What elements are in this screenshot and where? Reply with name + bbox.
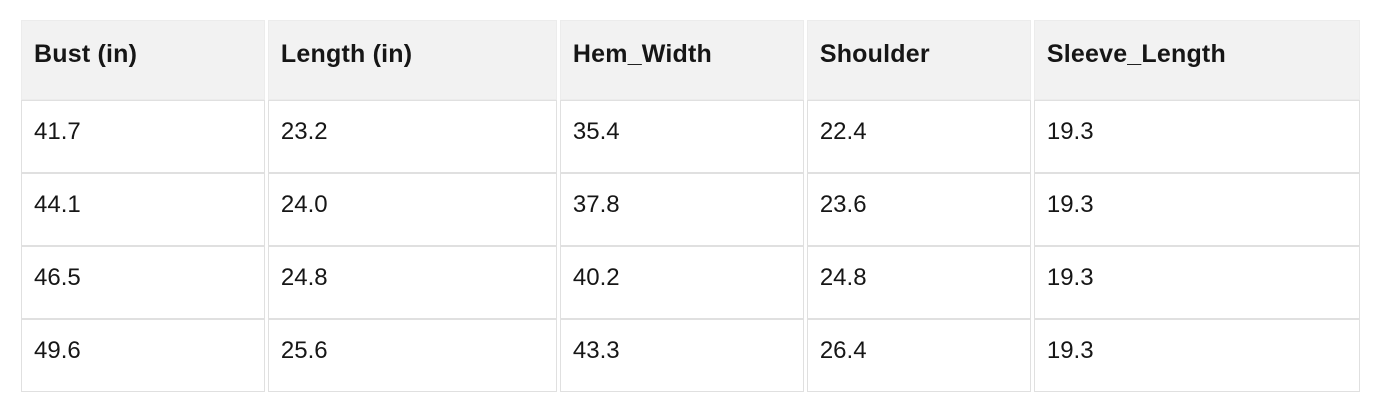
table-cell: 49.6: [21, 319, 265, 392]
table-cell: 19.3: [1033, 100, 1360, 173]
measurements-table: Bust (in) Length (in) Hem_Width Shoulder Sle…: [18, 20, 1363, 392]
table-cell: 46.5: [21, 246, 265, 319]
table-row: 46.5 24.8 40.2 24.8 19.3: [21, 246, 1360, 319]
column-header: Sleeve_Length: [1033, 20, 1360, 100]
table-cell: 37.8: [559, 173, 804, 246]
table-cell: 35.4: [559, 100, 804, 173]
table-cell: 24.8: [806, 246, 1031, 319]
header-row: Bust (in) Length (in) Hem_Width Shoulder Sle…: [21, 20, 1360, 100]
table-cell: 19.3: [1033, 319, 1360, 392]
column-header: Shoulder: [806, 20, 1031, 100]
table-cell: 44.1: [21, 173, 265, 246]
table-cell: 19.3: [1033, 173, 1360, 246]
table-cell: 41.7: [21, 100, 265, 173]
table-row: 49.6 25.6 43.3 26.4 19.3: [21, 319, 1360, 392]
table-cell: 24.8: [267, 246, 557, 319]
table-cell: 23.6: [806, 173, 1031, 246]
column-header: Bust (in): [21, 20, 265, 100]
table-header: Bust (in) Length (in) Hem_Width Shoulder Sle…: [21, 20, 1360, 100]
table-cell: 24.0: [267, 173, 557, 246]
table-cell: 23.2: [267, 100, 557, 173]
table-row: 44.1 24.0 37.8 23.6 19.3: [21, 173, 1360, 246]
column-header: Hem_Width: [559, 20, 804, 100]
column-header: Length (in): [267, 20, 557, 100]
table-cell: 40.2: [559, 246, 804, 319]
table-cell: 26.4: [806, 319, 1031, 392]
table-cell: 25.6: [267, 319, 557, 392]
table-cell: 43.3: [559, 319, 804, 392]
table-cell: 22.4: [806, 100, 1031, 173]
table-body: 41.7 23.2 35.4 22.4 19.3 44.1 24.0 37.8 23.6 19.3…: [21, 100, 1360, 392]
table-row: 41.7 23.2 35.4 22.4 19.3: [21, 100, 1360, 173]
table-cell: 19.3: [1033, 246, 1360, 319]
